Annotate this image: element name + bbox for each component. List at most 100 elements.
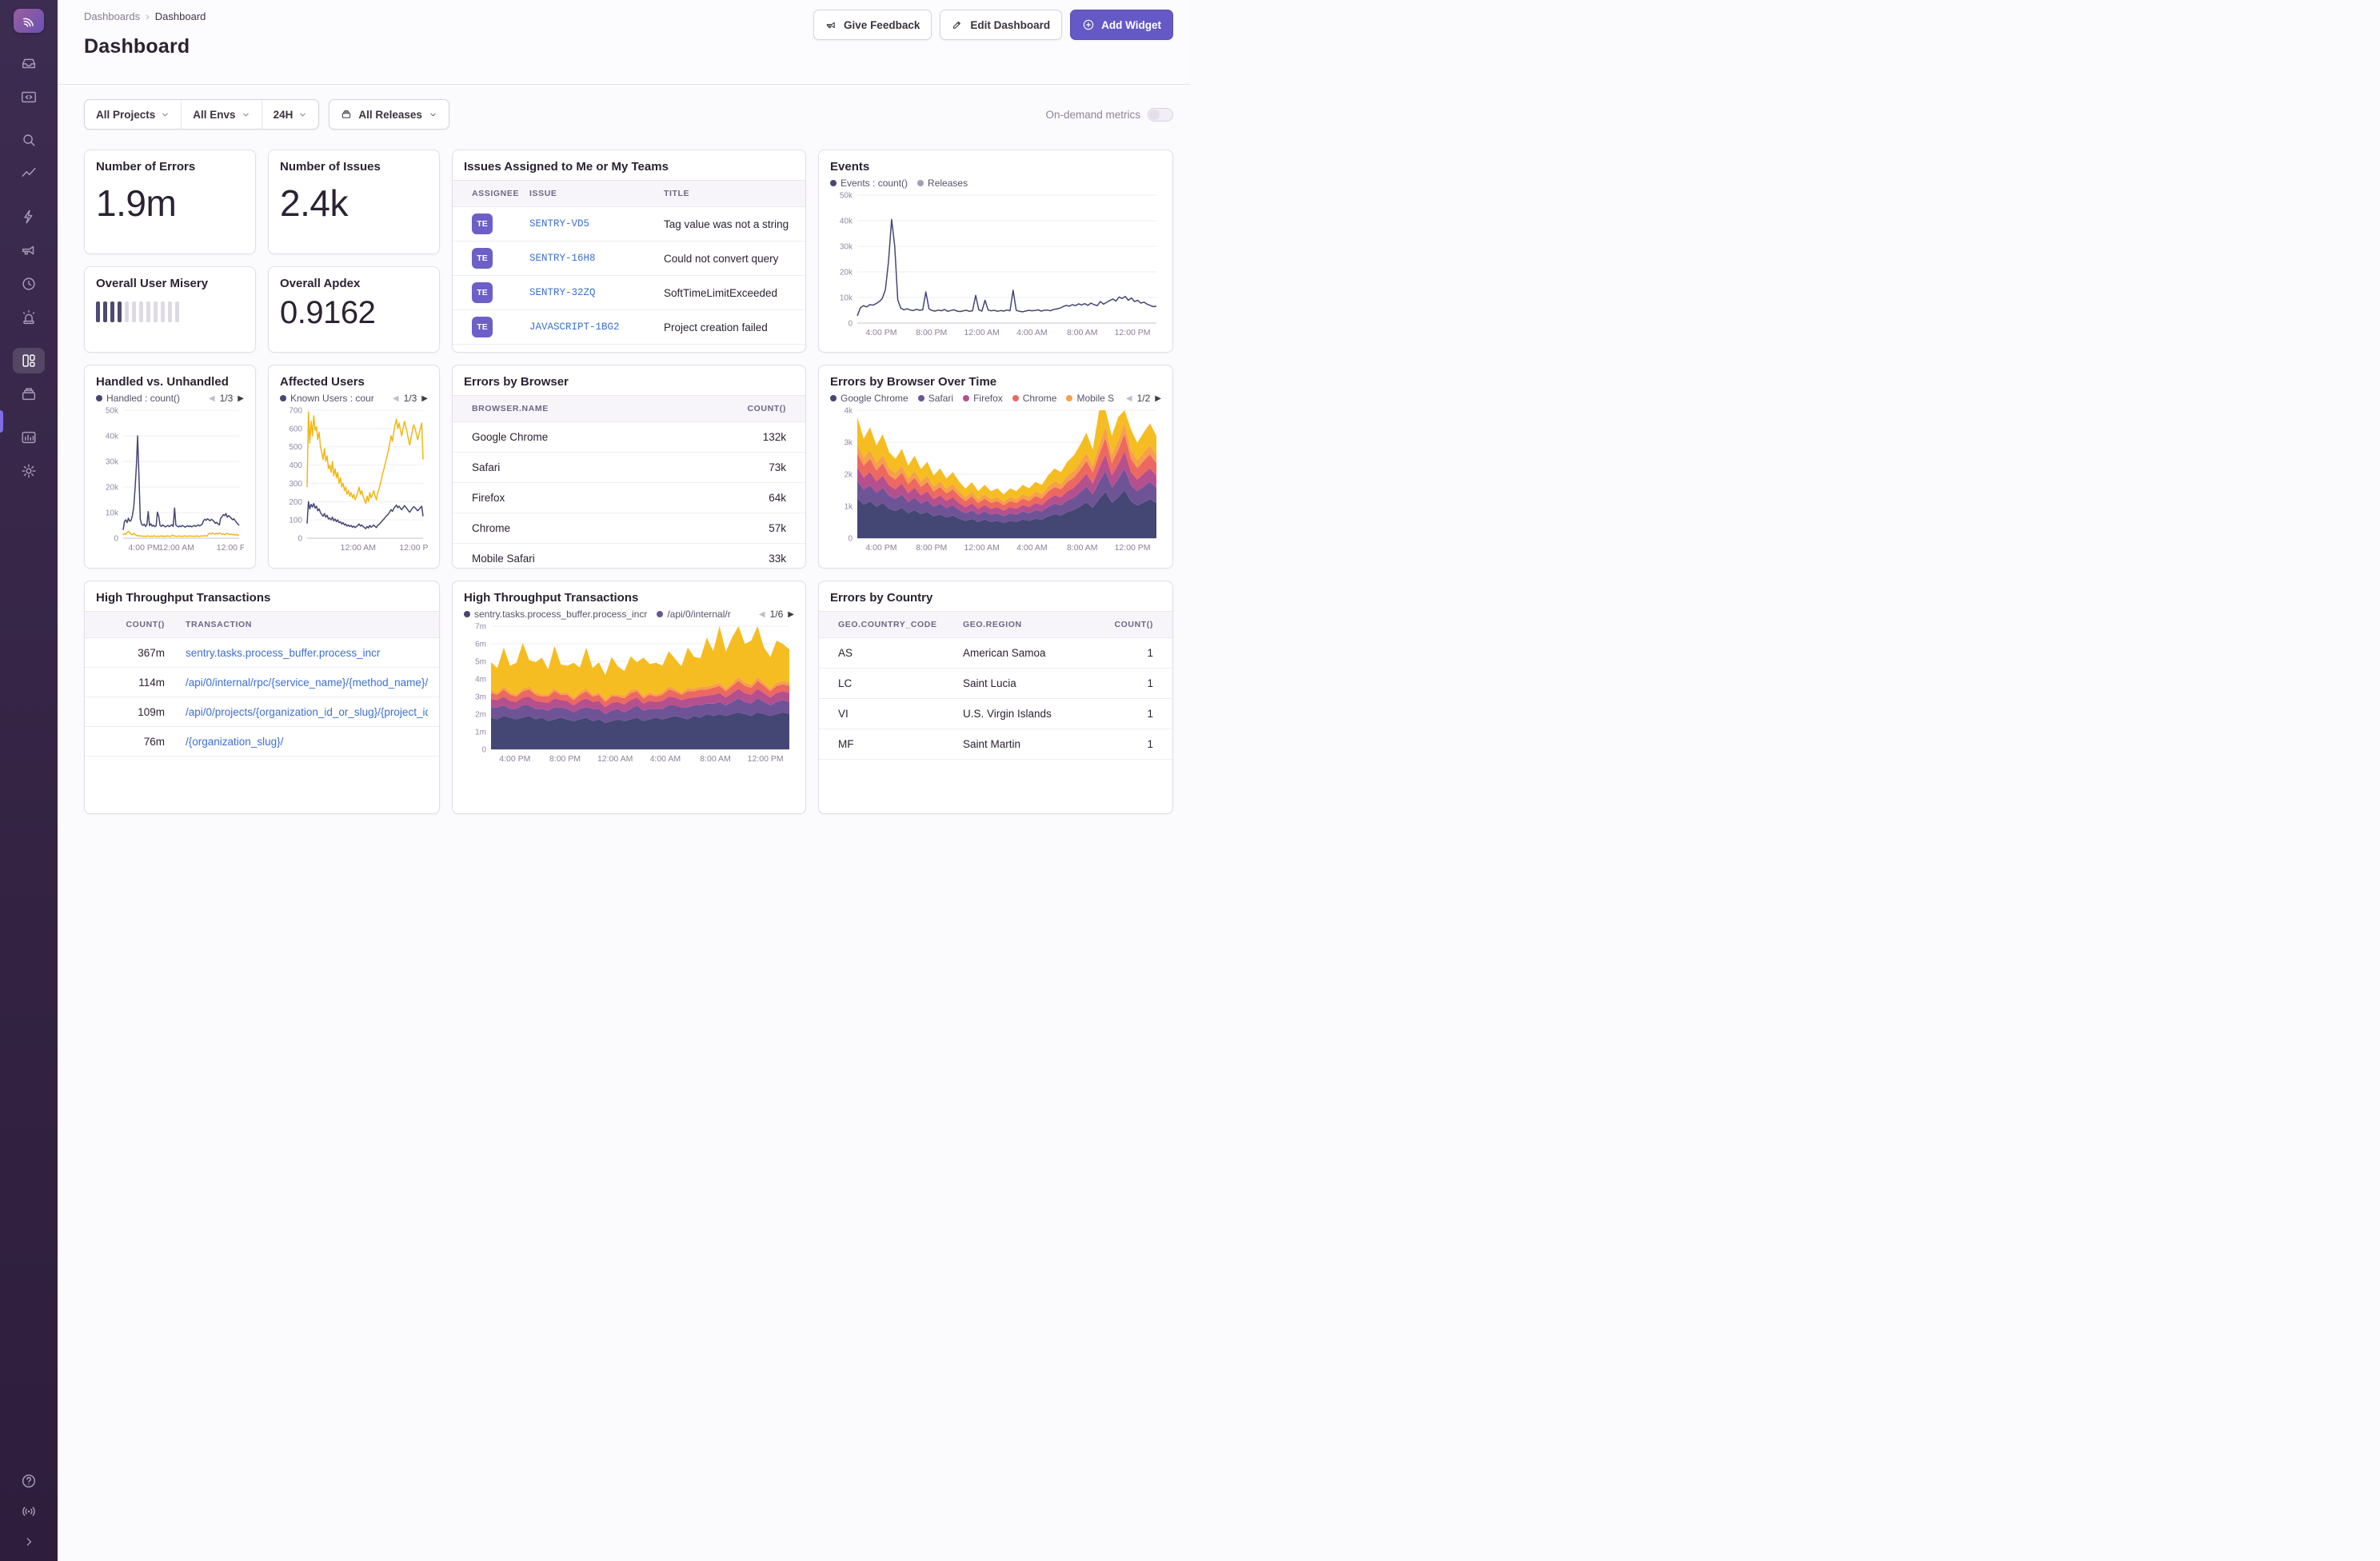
- prev-page-icon[interactable]: ◀: [208, 393, 215, 403]
- sentry-logo[interactable]: [14, 9, 44, 33]
- transaction-link[interactable]: /api/0/projects/{organization_id_or_slug…: [186, 705, 428, 718]
- user-misery-score-bar: [96, 301, 244, 322]
- browser-count: 33k: [769, 553, 786, 565]
- transaction-link[interactable]: /{organization_slug}/: [186, 735, 284, 748]
- country-code: AS: [838, 647, 853, 659]
- legend-dot-icon: [963, 395, 970, 401]
- collapse-sidebar-icon[interactable]: [13, 1529, 45, 1555]
- nav-profiling-icon[interactable]: [13, 204, 45, 230]
- widget-issues-assigned: Issues Assigned to Me or My Teams Assign…: [452, 150, 806, 353]
- svg-text:12:00 P: 12:00 P: [399, 543, 428, 553]
- browser-row: Safari 73k: [453, 453, 805, 483]
- legend-dot-icon: [96, 395, 102, 401]
- issue-link[interactable]: SENTRY-16H8: [529, 253, 596, 264]
- prev-page-icon[interactable]: ◀: [392, 393, 399, 403]
- environment-filter[interactable]: All Envs: [181, 100, 261, 129]
- chevron-down-icon: [242, 113, 249, 116]
- megaphone-icon: [827, 22, 835, 28]
- issue-link[interactable]: SENTRY-VD5: [529, 218, 590, 230]
- legend-pager: ◀ 1/2 ▶: [1126, 393, 1161, 404]
- filter-toolbar: All Projects All Envs 24H All Releases O…: [84, 99, 1173, 130]
- legend-item[interactable]: Firefox: [963, 393, 1003, 404]
- legend-item[interactable]: Known Users : cour: [280, 393, 374, 404]
- widget-title: Number of Issues: [280, 160, 381, 174]
- legend-dot-icon: [917, 395, 924, 401]
- assignee-avatar: TE: [472, 317, 493, 337]
- nav-dashboards-icon[interactable]: [13, 348, 45, 373]
- ondemand-metrics-toggle[interactable]: [1148, 107, 1173, 122]
- prev-page-icon[interactable]: ◀: [1125, 393, 1132, 403]
- widget-errors-by-country: Errors by Country geo.country_code geo.re…: [818, 581, 1173, 814]
- legend-item[interactable]: /api/0/internal/r: [657, 609, 731, 620]
- svg-text:4:00 PM: 4:00 PM: [129, 543, 160, 553]
- breadcrumb-dashboards[interactable]: Dashboards: [84, 10, 141, 22]
- widget-high-throughput-chart: High Throughput Transactions sentry.task…: [452, 581, 806, 814]
- issue-link[interactable]: JAVASCRIPT-1BG2: [529, 321, 620, 333]
- legend-item[interactable]: Handled : count(): [96, 393, 180, 404]
- widget-title: Issues Assigned to Me or My Teams: [464, 160, 669, 174]
- legend-item[interactable]: Events : count(): [830, 178, 908, 189]
- svg-text:100: 100: [289, 517, 302, 525]
- legend-item[interactable]: sentry.tasks.process_buffer.process_incr: [464, 609, 647, 620]
- errors-count-value: 1.9m: [96, 182, 177, 224]
- broadcast-icon[interactable]: [13, 1499, 45, 1524]
- transaction-link[interactable]: /api/0/internal/rpc/{service_name}/{meth…: [186, 676, 428, 689]
- nav-releases-icon[interactable]: [13, 381, 45, 407]
- issue-link[interactable]: SENTRY-32ZQ: [529, 287, 596, 298]
- add-widget-button[interactable]: Add Widget: [1070, 10, 1173, 40]
- page-title: Dashboard: [84, 35, 190, 58]
- nav-replays-icon[interactable]: [13, 271, 45, 297]
- next-page-icon[interactable]: ▶: [421, 393, 428, 403]
- widget-number-of-issues: Number of Issues 2.4k: [268, 150, 440, 254]
- nav-feedback-icon[interactable]: [13, 238, 45, 263]
- nav-settings-icon[interactable]: [13, 458, 45, 484]
- svg-text:12:00 AM: 12:00 AM: [964, 543, 999, 553]
- project-filter[interactable]: All Projects: [85, 100, 181, 129]
- svg-text:3k: 3k: [844, 439, 853, 448]
- releases-filter[interactable]: All Releases: [329, 99, 449, 130]
- svg-text:2k: 2k: [844, 471, 853, 480]
- svg-text:4:00 AM: 4:00 AM: [1016, 328, 1048, 337]
- nav-projects-icon[interactable]: [13, 84, 45, 110]
- next-page-icon[interactable]: ▶: [788, 609, 794, 619]
- issue-row: TE SENTRY-32ZQ SoftTimeLimitExceeded: [453, 276, 805, 310]
- transaction-row: 109m /api/0/projects/{organization_id_or…: [85, 697, 439, 727]
- legend-item[interactable]: Releases: [917, 178, 968, 189]
- time-range-filter[interactable]: 24H: [261, 100, 319, 129]
- table-header: browser.name count(): [453, 395, 805, 422]
- svg-text:40k: 40k: [106, 433, 119, 441]
- country-region: American Samoa: [963, 647, 1046, 659]
- nav-search-icon[interactable]: [13, 127, 45, 153]
- country-code: LC: [838, 677, 853, 689]
- give-feedback-button[interactable]: Give Feedback: [813, 10, 932, 40]
- transaction-count: 114m: [138, 676, 165, 689]
- assignee-avatar: TE: [472, 282, 493, 303]
- transaction-link[interactable]: sentry.tasks.process_buffer.process_incr: [186, 646, 381, 659]
- nav-alerts-icon[interactable]: [13, 305, 45, 330]
- issue-title: Tag value was not a string: [664, 218, 789, 230]
- next-page-icon[interactable]: ▶: [1155, 393, 1161, 403]
- legend-item[interactable]: Chrome: [1012, 393, 1056, 404]
- svg-text:12:00 AM: 12:00 AM: [964, 328, 999, 337]
- widget-events: Events Events : count() Releases 0 10k 20k 3…: [818, 150, 1173, 353]
- main-content: Dashboards › Dashboard Dashboard Give Fe…: [58, 0, 1190, 814]
- legend-pager: ◀ 1/3 ▶: [209, 393, 244, 404]
- nav-issues-icon[interactable]: [13, 50, 45, 76]
- help-icon[interactable]: [13, 1468, 45, 1494]
- country-region: Saint Lucia: [963, 677, 1016, 689]
- widget-title: Errors by Browser Over Time: [830, 375, 997, 389]
- legend-item[interactable]: Safari: [917, 393, 953, 404]
- edit-dashboard-button[interactable]: Edit Dashboard: [940, 10, 1063, 40]
- legend-item[interactable]: Mobile S: [1066, 393, 1114, 404]
- prev-page-icon[interactable]: ◀: [758, 609, 765, 619]
- widget-title: Errors by Country: [830, 591, 933, 605]
- svg-text:4k: 4k: [844, 407, 853, 416]
- nav-performance-icon[interactable]: [13, 161, 45, 186]
- legend-item[interactable]: Google Chrome: [830, 393, 908, 404]
- country-count: 1: [1147, 647, 1153, 659]
- widget-apdex: Overall Apdex 0.9162: [268, 266, 440, 353]
- nav-stats-icon[interactable]: [13, 425, 45, 450]
- issue-row: TE JAVASCRIPT-1BG2 Project creation fail…: [453, 310, 805, 345]
- next-page-icon[interactable]: ▶: [238, 393, 244, 403]
- svg-text:0: 0: [481, 746, 486, 755]
